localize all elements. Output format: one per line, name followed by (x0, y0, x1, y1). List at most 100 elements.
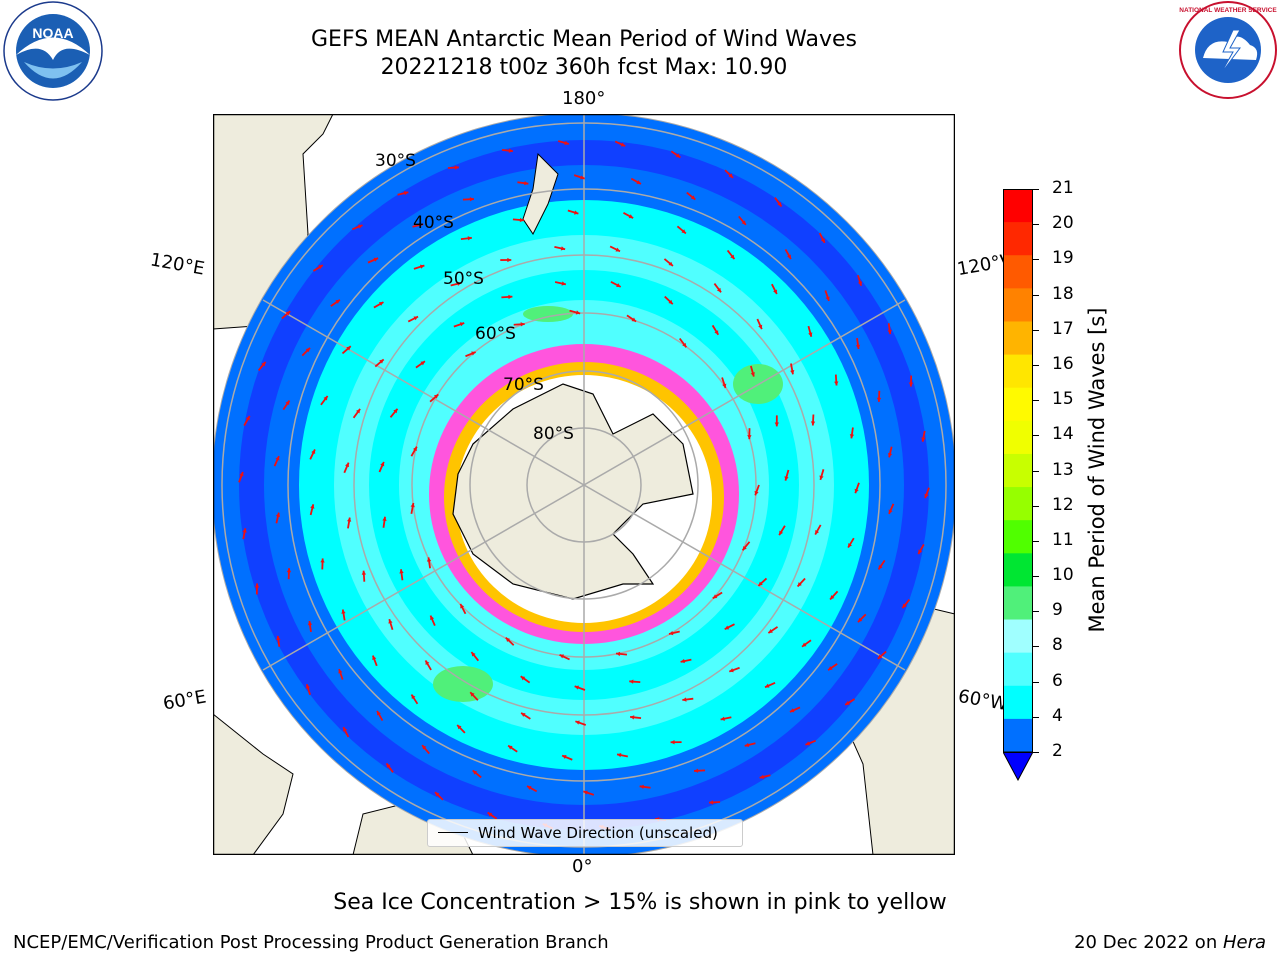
wave-direction-arrowhead (470, 692, 475, 697)
colorbar-tick-label: 19 (1052, 248, 1074, 269)
wave-direction-arrowhead (338, 669, 343, 674)
colorbar-tick-label: 9 (1052, 600, 1063, 621)
wave-direction-arrowhead (681, 229, 686, 234)
footer-machine: Hera (1222, 932, 1266, 953)
colorbar-tick-mark (1033, 294, 1039, 296)
wave-direction-arrowhead (854, 488, 859, 494)
wave-direction-arrowhead (418, 222, 424, 228)
wave-direction-arrowhead (343, 727, 348, 732)
wave-direction-arrowhead (472, 770, 478, 775)
wave-direction-arrowhead (419, 264, 425, 269)
wave-direction-arrowhead (460, 603, 465, 609)
wave-direction-arrowhead (834, 381, 839, 386)
wave-direction-arrowhead (744, 742, 750, 748)
wave-direction-arrowhead (714, 330, 719, 335)
wave-direction-arrowhead (239, 471, 244, 477)
wave-direction-arrowhead (728, 173, 733, 178)
wave-direction-arrowhead (320, 558, 325, 563)
wave-direction-arrowhead (519, 217, 524, 223)
map-legend: Wind Wave Direction (unscaled) (427, 819, 743, 847)
wave-direction-arrowhead (422, 745, 427, 750)
wave-direction-arrowhead (629, 679, 634, 684)
footer-date-text: 20 Dec 2022 on (1074, 932, 1223, 953)
lat-label-70s: 70°S (503, 375, 544, 395)
colorbar-segment (1003, 553, 1033, 587)
wave-direction-arrowhead (768, 629, 773, 634)
colorbar-tick-mark (1033, 364, 1039, 366)
wave-direction-arrowhead (617, 753, 622, 758)
wave-direction-arrowhead (784, 476, 789, 481)
wave-direction-arrowhead (508, 148, 513, 153)
wave-direction-arrowhead (877, 654, 883, 659)
colorbar-tick-mark (1033, 752, 1039, 753)
wave-direction-arrowhead (722, 383, 727, 388)
wave-direction-arrowhead (393, 408, 398, 414)
wave-direction-arrowhead (380, 461, 385, 467)
wave-direction-arrowhead (630, 715, 635, 720)
wave-direction-arrowhead (790, 370, 795, 375)
wave-direction-arrowhead (388, 619, 393, 624)
wave-direction-arrowhead (690, 195, 696, 200)
colorbar-tick-label: 16 (1052, 353, 1074, 374)
wave-direction-arrowhead (724, 625, 730, 630)
legend-label: Wind Wave Direction (unscaled) (478, 824, 718, 842)
colorbar-tick-mark (1033, 646, 1039, 648)
wave-direction-arrowhead (639, 784, 644, 789)
wave-direction-arrowhead (575, 310, 581, 315)
colorbar-tick-mark (1033, 505, 1039, 507)
africa-land (213, 713, 294, 855)
wave-direction-arrowhead (335, 299, 340, 304)
wave-direction-arrowhead (805, 741, 810, 746)
wave-direction-arrowhead (559, 654, 565, 659)
legend-line-swatch (438, 832, 468, 833)
wave-direction-arrowhead (435, 792, 440, 797)
wave-direction-arrowhead (758, 581, 763, 586)
wave-direction-arrowhead (242, 528, 247, 533)
wave-direction-arrowhead (311, 449, 316, 454)
wave-direction-arrowhead (876, 397, 882, 402)
colorbar-segment (1003, 189, 1033, 223)
wave-direction-arrowhead (797, 582, 802, 587)
wave-direction-arrowhead (808, 332, 813, 337)
wave-direction-arrowhead (675, 153, 681, 158)
wave-direction-arrowhead (341, 609, 346, 614)
wave-direction-arrowhead (305, 684, 311, 689)
wave-direction-arrowhead (668, 299, 673, 305)
colorbar-border (1003, 189, 1033, 753)
wave-direction-arrowhead (694, 768, 699, 773)
wave-direction-arrowhead (741, 220, 746, 225)
wave-direction-arrowhead (467, 236, 472, 241)
colorbar-segment (1003, 652, 1033, 687)
colorbar-tick-label: 12 (1052, 494, 1074, 515)
colorbar-segment (1003, 586, 1033, 621)
nws-logo-text: NATIONAL WEATHER SERVICE (1179, 7, 1277, 14)
lon-label-180: 180° (562, 88, 606, 109)
colorbar-tick-label: 15 (1052, 389, 1074, 410)
wave-direction-arrowhead (420, 361, 425, 366)
wave-direction-arrowhead (412, 446, 417, 452)
lat-label-50s: 50°S (443, 269, 484, 289)
wind-wave-arrows (238, 140, 930, 830)
wave-direction-arrowhead (810, 421, 816, 426)
wave-direction-arrowhead (505, 637, 511, 642)
wave-direction-arrowhead (562, 755, 567, 760)
wave-direction-arrowhead (802, 642, 807, 647)
wave-direction-arrowhead (924, 493, 929, 499)
wave-direction-arrowhead (471, 652, 476, 657)
colorbar-segment (1003, 420, 1033, 455)
wave-direction-arrowhead (245, 415, 250, 421)
colorbar-tick-label: 20 (1052, 213, 1074, 234)
colorbar-tick-mark (1033, 435, 1039, 437)
wave-direction-arrowhead (682, 697, 687, 702)
wave-direction-arrowhead (709, 800, 714, 805)
colorbar-tick-label: 13 (1052, 459, 1074, 480)
wave-direction-arrowhead (454, 165, 459, 170)
wave-direction-arrowhead (845, 700, 850, 705)
wave-direction-arrowhead (580, 175, 585, 180)
wave-direction-arrowhead (777, 202, 782, 207)
wave-direction-arrowhead (680, 658, 685, 664)
wave-direction-arrowhead (887, 329, 892, 335)
wave-direction-arrowhead (410, 502, 415, 508)
colorbar-segment (1003, 387, 1033, 422)
wave-direction-arrowhead (742, 545, 747, 551)
